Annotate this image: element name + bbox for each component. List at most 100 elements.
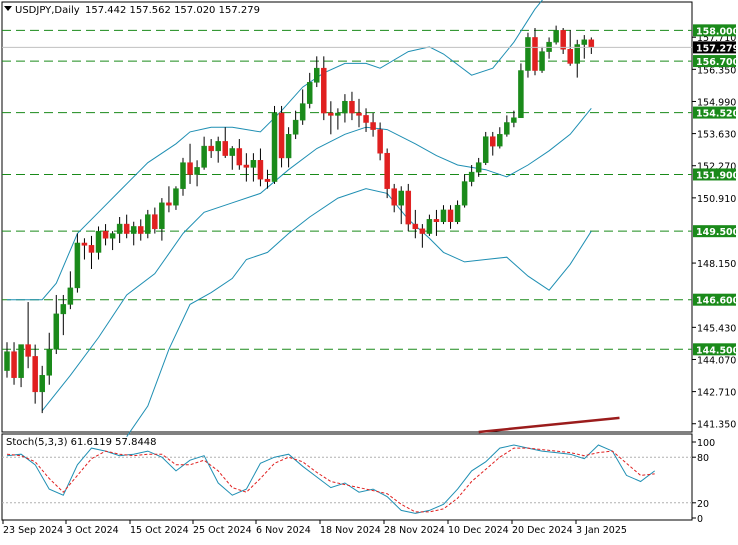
stoch-tick-label: 80 bbox=[697, 453, 709, 464]
candle-body bbox=[67, 287, 74, 305]
x-tick-label: 6 Nov 2024 bbox=[256, 525, 311, 536]
candle-body bbox=[454, 204, 461, 222]
x-tick-label: 15 Oct 2024 bbox=[130, 525, 189, 536]
candle-body bbox=[215, 141, 221, 152]
candle-body bbox=[306, 82, 313, 104]
candle-body bbox=[482, 136, 489, 163]
candle-body bbox=[32, 356, 38, 393]
price-axis: 157.710 156.350 154.990 153.630 152.270 150.9… bbox=[692, 33, 736, 431]
candle-body bbox=[4, 351, 10, 371]
candle-body bbox=[229, 148, 236, 156]
stoch-tick-label: 100 bbox=[697, 438, 715, 449]
level-label: 146.600 bbox=[696, 296, 738, 307]
stoch-tick-label: 0 bbox=[697, 514, 703, 525]
level-label-bg bbox=[693, 293, 736, 306]
candle-body bbox=[95, 230, 102, 253]
level-label-bg bbox=[693, 55, 736, 68]
candle-body bbox=[173, 188, 179, 206]
level-labels: 158.000 156.700 154.520 151.900 149.500 146.6… bbox=[693, 24, 738, 356]
candle-body bbox=[116, 223, 123, 234]
candle-body bbox=[461, 181, 468, 206]
candle-body bbox=[511, 117, 517, 123]
candle-body bbox=[299, 103, 306, 121]
candle-body bbox=[152, 214, 158, 230]
candle-body bbox=[88, 245, 95, 253]
candle-body bbox=[405, 190, 412, 225]
bollinger-lower bbox=[126, 188, 592, 437]
candle-body bbox=[370, 122, 376, 130]
candle-body bbox=[278, 112, 285, 159]
candle-body bbox=[447, 209, 454, 222]
candle-body bbox=[222, 141, 228, 156]
trendline bbox=[478, 416, 620, 434]
y-tick-label: 141.350 bbox=[697, 420, 736, 431]
candle-body bbox=[39, 375, 45, 393]
candle-body bbox=[74, 242, 81, 289]
candle-body bbox=[518, 70, 524, 119]
y-tick-label: 156.350 bbox=[697, 65, 736, 76]
bollinger-bands bbox=[7, 0, 592, 437]
symbol-label[interactable]: USDJPY,Daily bbox=[15, 5, 80, 16]
candle-body bbox=[419, 228, 426, 234]
candle-body bbox=[250, 160, 257, 168]
time-axis: 23 Sep 2024 3 Oct 2024 15 Oct 2024 25 Oct 2… bbox=[2, 520, 627, 536]
candle-body bbox=[243, 164, 250, 168]
x-tick-label: 10 Dec 2024 bbox=[448, 525, 509, 536]
stoch-tick-label: 20 bbox=[697, 499, 709, 510]
x-tick-label: 3 Oct 2024 bbox=[66, 525, 119, 536]
candle-body bbox=[468, 171, 475, 182]
candle-body bbox=[398, 190, 404, 206]
y-tick-label: 144.070 bbox=[697, 355, 736, 366]
candle-body bbox=[257, 160, 264, 180]
current-price-label: 157.279 bbox=[696, 43, 738, 54]
level-label-bg bbox=[693, 168, 736, 181]
level-label-bg bbox=[693, 106, 736, 119]
candle-body bbox=[271, 112, 278, 182]
candle-body bbox=[123, 223, 130, 234]
candle-body bbox=[490, 136, 496, 147]
candle-body bbox=[567, 49, 573, 64]
candle-body bbox=[46, 349, 52, 376]
candle-body bbox=[321, 67, 327, 114]
x-tick-label: 25 Oct 2024 bbox=[193, 525, 252, 536]
symbol-dropdown-icon[interactable] bbox=[4, 6, 12, 11]
current-price-line: 157.279 bbox=[2, 41, 738, 54]
candle-body bbox=[130, 226, 137, 234]
stoch-main-line bbox=[6, 444, 656, 514]
level-label: 151.900 bbox=[696, 170, 738, 181]
candle-body bbox=[53, 313, 60, 350]
y-tick-label: 154.990 bbox=[697, 97, 736, 108]
x-tick-label: 3 Jan 2025 bbox=[576, 525, 627, 536]
candle-body bbox=[532, 37, 538, 71]
candle-body bbox=[109, 233, 116, 239]
y-tick-label: 157.710 bbox=[697, 33, 736, 44]
candle-body bbox=[145, 214, 151, 234]
candle-body bbox=[187, 162, 193, 175]
candle-body bbox=[539, 51, 545, 71]
candle-body bbox=[504, 122, 510, 135]
level-label: 144.500 bbox=[696, 345, 738, 356]
candle-body bbox=[412, 223, 419, 230]
candle-body bbox=[236, 148, 243, 166]
candle-body bbox=[285, 134, 292, 159]
candle-body bbox=[166, 202, 172, 206]
candle-body bbox=[384, 152, 390, 189]
candle-body bbox=[475, 162, 482, 173]
candle-body bbox=[426, 219, 433, 234]
level-label-bg bbox=[693, 225, 736, 238]
candle-body bbox=[60, 304, 67, 315]
candle-body bbox=[433, 219, 440, 222]
level-label: 149.500 bbox=[696, 227, 738, 238]
candle-body bbox=[440, 209, 447, 222]
candle-body bbox=[159, 202, 165, 230]
candle-body bbox=[201, 145, 207, 168]
candle-body bbox=[81, 242, 88, 246]
candle-body bbox=[102, 230, 109, 239]
level-label: 156.700 bbox=[696, 57, 738, 68]
candle-body bbox=[391, 188, 397, 206]
ohlc-label: 157.442 157.562 157.020 157.279 bbox=[85, 5, 260, 16]
candle-body bbox=[497, 134, 503, 147]
candle-body bbox=[264, 178, 271, 182]
